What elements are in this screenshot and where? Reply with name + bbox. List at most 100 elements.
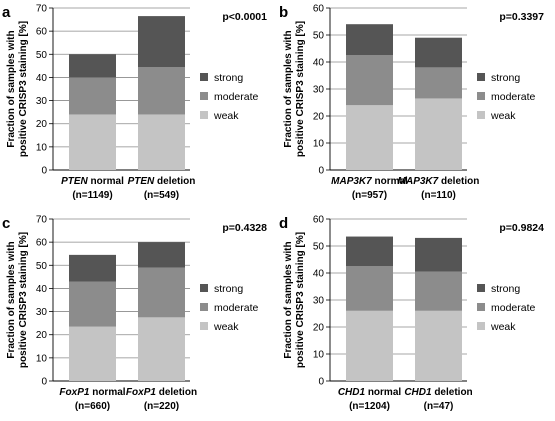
y-tick-label: 30 (313, 85, 325, 96)
y-axis-label: Fraction of samples withpositive CRISP3 … (6, 21, 29, 157)
x-category-gene: MAP3K7 (398, 176, 439, 187)
legend-swatch-moderate (200, 92, 208, 100)
y-tick-label: 60 (36, 238, 48, 249)
y-axis-label-line: Fraction of samples with (6, 241, 17, 358)
panel-letter: a (2, 4, 11, 21)
y-tick-label: 70 (36, 215, 48, 226)
y-tick-label: 70 (36, 4, 48, 15)
y-tick-label: 10 (313, 139, 325, 150)
chart-panel-d: d Fraction of samples withpositive CRISP3… (277, 211, 554, 421)
x-category-label: PTEN deletion (128, 176, 196, 187)
x-category-label: FoxP1 deletion (126, 387, 197, 398)
legend-swatch-strong (200, 284, 208, 292)
bar-moderate-deletion (415, 271, 462, 311)
legend-swatch-weak (477, 111, 485, 119)
x-category-label: MAP3K7 deletion (398, 176, 480, 187)
x-category-n: (n=549) (144, 190, 179, 201)
x-category-n: (n=47) (424, 401, 454, 412)
bar-strong-normal (69, 254, 116, 282)
bar-moderate-normal (69, 281, 116, 327)
x-category-gene: FoxP1 (59, 387, 89, 398)
panel-letter: d (279, 215, 288, 232)
legend-swatch-moderate (477, 303, 485, 311)
bar-strong-normal (346, 236, 393, 267)
legend-label-strong: strong (491, 283, 520, 295)
x-category-n: (n=1204) (349, 401, 390, 412)
y-tick-label: 60 (36, 27, 48, 38)
bar-moderate-normal (346, 266, 393, 311)
chart-panel-a: a Fraction of samples withpositive CRISP3… (0, 0, 277, 210)
bar-moderate-normal (346, 55, 393, 106)
y-tick-label: 30 (36, 96, 48, 107)
x-category-gene: CHD1 (338, 387, 366, 398)
chart-panel-c: c Fraction of samples withpositive CRISP3… (0, 211, 277, 421)
bar-weak-normal (69, 114, 116, 170)
bar-weak-deletion (415, 98, 462, 170)
x-category-status: deletion (154, 176, 195, 187)
x-category-status: normal (365, 387, 401, 398)
legend-label-moderate: moderate (491, 91, 536, 103)
y-tick-label: 30 (36, 307, 48, 318)
bar-moderate-deletion (415, 67, 462, 99)
y-tick-label: 50 (313, 242, 325, 253)
bar-strong-deletion (415, 37, 462, 68)
y-tick-label: 40 (36, 73, 48, 84)
y-tick-label: 20 (313, 323, 325, 334)
x-category-gene: MAP3K7 (331, 176, 372, 187)
legend-label-weak: weak (213, 110, 239, 122)
bar-weak-deletion (138, 317, 185, 381)
p-value-label: p=0.3397 (499, 11, 544, 23)
legend-label-moderate: moderate (491, 302, 536, 314)
bar-weak-deletion (415, 310, 462, 381)
x-category-status: normal (372, 176, 408, 187)
chart-panel-b: b Fraction of samples withpositive CRISP3… (277, 0, 554, 210)
y-axis-label: Fraction of samples withpositive CRISP3 … (283, 21, 306, 157)
panel-letter: b (279, 4, 288, 21)
y-tick-label: 50 (36, 261, 48, 272)
y-tick-label: 20 (36, 330, 48, 341)
legend-swatch-weak (200, 111, 208, 119)
y-tick-label: 20 (313, 112, 325, 123)
y-tick-label: 0 (318, 166, 324, 177)
y-tick-label: 60 (313, 4, 325, 15)
x-category-n: (n=110) (421, 190, 456, 201)
x-category-gene: CHD1 (404, 387, 432, 398)
y-axis-label-line: positive CRISP3 staining [%] (18, 21, 29, 157)
bar-strong-normal (346, 24, 393, 56)
x-category-n: (n=220) (144, 401, 179, 412)
y-tick-label: 50 (36, 50, 48, 61)
x-category-status: deletion (432, 387, 473, 398)
p-value-label: p=0.9824 (499, 222, 544, 234)
legend-label-weak: weak (490, 321, 516, 333)
legend-swatch-moderate (200, 303, 208, 311)
legend-swatch-weak (477, 322, 485, 330)
y-tick-label: 30 (313, 296, 325, 307)
y-tick-label: 40 (313, 269, 325, 280)
y-tick-label: 50 (313, 31, 325, 42)
legend-label-weak: weak (213, 321, 239, 333)
y-tick-label: 0 (318, 377, 324, 388)
y-tick-label: 60 (313, 215, 325, 226)
p-value-label: p=0.4328 (222, 222, 267, 234)
x-category-gene: PTEN (128, 176, 155, 187)
bar-strong-deletion (415, 237, 462, 272)
x-category-label: CHD1 normal (338, 387, 402, 398)
x-category-n: (n=660) (75, 401, 110, 412)
x-category-n: (n=1149) (72, 190, 112, 201)
p-value-label: p<0.0001 (222, 11, 267, 23)
y-axis-label: Fraction of samples withpositive CRISP3 … (6, 232, 29, 368)
legend-label-strong: strong (214, 72, 243, 84)
legend-swatch-moderate (477, 92, 485, 100)
bar-weak-normal (346, 105, 393, 170)
y-tick-label: 40 (313, 58, 325, 69)
x-category-label: MAP3K7 normal (331, 176, 408, 187)
bar-strong-deletion (138, 242, 185, 268)
y-axis-label-line: positive CRISP3 staining [%] (18, 232, 29, 368)
x-category-label: PTEN normal (61, 176, 124, 187)
x-category-label: FoxP1 normal (59, 387, 125, 398)
x-category-status: deletion (438, 176, 479, 187)
x-category-label: CHD1 deletion (404, 387, 472, 398)
y-tick-label: 0 (41, 166, 47, 177)
legend-label-strong: strong (214, 283, 243, 295)
